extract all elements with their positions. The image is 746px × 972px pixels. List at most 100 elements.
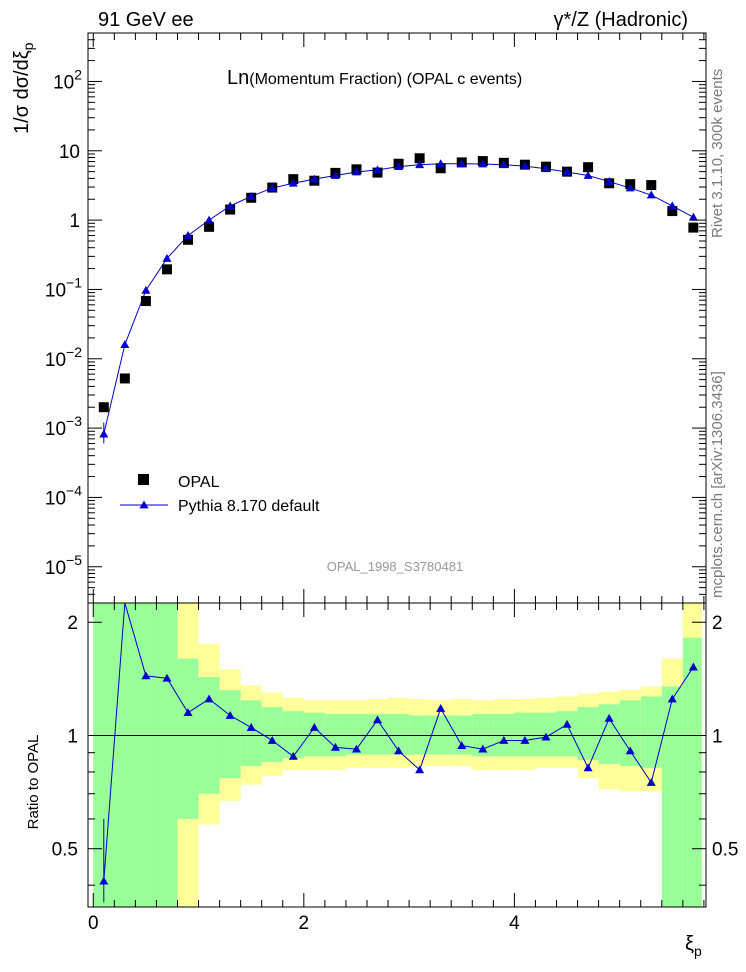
opal-point <box>688 222 699 233</box>
pythia-point <box>688 212 698 221</box>
main-ytick-exp: −1 <box>66 274 82 290</box>
legend-opal-label: OPAL <box>178 474 220 491</box>
xtick-label: 0 <box>88 913 99 934</box>
ratio-point <box>162 673 172 682</box>
header-left: 91 GeV ee <box>98 9 194 31</box>
pythia-point <box>99 429 109 438</box>
main-ytick-exp: −3 <box>66 413 82 429</box>
pythia-point <box>625 183 635 192</box>
opal-point <box>140 296 151 307</box>
ratio-point <box>541 732 551 741</box>
main-ytick-label: 102 <box>53 66 82 93</box>
ratio-series <box>99 602 698 903</box>
ratio-point <box>562 719 572 728</box>
band-green-bin <box>598 704 620 764</box>
analysis-watermark: OPAL_1998_S3780481 <box>327 559 463 574</box>
band-green-bin <box>282 711 304 759</box>
ratio-point <box>141 671 151 680</box>
ratio-point <box>415 765 425 774</box>
rivet-label: Rivet 3.1.10, 300k events <box>709 69 726 238</box>
opal-point <box>225 204 236 215</box>
main-title-main: Ln <box>227 67 249 89</box>
pythia-point <box>499 160 509 169</box>
pythia-point <box>330 171 340 179</box>
pythia-point <box>457 159 467 168</box>
main-ytick-label: 10−5 <box>45 552 82 579</box>
band-green-bin <box>388 714 410 755</box>
ratio-point <box>499 735 509 744</box>
main-ytick-base: 10 <box>45 350 66 371</box>
ratio-point <box>478 744 488 753</box>
band-green-bin <box>93 603 157 907</box>
ratio-point <box>583 763 593 772</box>
ratio-point <box>646 777 656 786</box>
main-ytick-base: 10 <box>53 72 74 93</box>
ratio-point <box>267 735 277 744</box>
main-ylabel-sub: p <box>20 42 36 50</box>
mcplots-label: mcplots.cern.ch [arXiv:1306.3436] <box>709 371 726 598</box>
legend-pythia-marker <box>139 500 149 509</box>
opal-point <box>183 234 194 245</box>
pythia-point <box>120 340 130 348</box>
pythia-point <box>288 178 298 187</box>
xlabel-text: ξ <box>685 933 694 955</box>
opal-point <box>414 153 425 164</box>
pythia-point <box>246 191 256 200</box>
ratio-point <box>246 723 256 731</box>
ratio-point <box>604 713 614 722</box>
band-green-bin <box>514 712 536 757</box>
xtick-label: 4 <box>509 913 520 934</box>
main-ytick-base: 10 <box>45 280 66 301</box>
main-ytick-exp: 2 <box>74 66 82 82</box>
band-green-bin <box>661 686 683 907</box>
ratio-ytick-label-right: 1 <box>712 726 723 747</box>
pythia-point <box>141 285 151 294</box>
main-ytick-exp: −5 <box>66 552 82 568</box>
main-title: Ln(Momentum Fraction) (OPAL c events) <box>227 67 522 89</box>
opal-point <box>98 402 109 413</box>
main-ytick-exp: −4 <box>66 482 82 498</box>
ratio-panel-frame <box>87 602 707 908</box>
ratio-point <box>204 694 214 703</box>
pythia-point <box>436 159 446 168</box>
main-ytick-label: 10−4 <box>45 482 82 509</box>
xlabel: ξp <box>685 933 702 959</box>
band-green-bin <box>556 711 578 757</box>
pythia-point <box>562 167 572 176</box>
ratio-point <box>183 708 193 717</box>
main-ytick-label: 10−2 <box>45 344 82 371</box>
legend: OPAL Pythia 8.170 default <box>120 474 320 515</box>
main-ytick-base: 10 <box>45 558 66 579</box>
pythia-point <box>162 253 172 262</box>
pythia-point <box>583 171 593 179</box>
xlabel-sub: p <box>694 943 702 959</box>
main-ytick-base: 10 <box>45 419 66 440</box>
band-green-bin <box>219 690 241 779</box>
ratio-point <box>288 751 298 760</box>
main-ytick-label: 10 <box>59 142 80 163</box>
pythia-point <box>520 161 530 170</box>
opal-point <box>667 206 678 217</box>
opal-point <box>161 264 172 275</box>
pythia-point <box>667 201 677 210</box>
main-ytick-exp: −2 <box>66 344 82 360</box>
pythia-point <box>373 165 383 174</box>
pythia-point <box>646 190 656 199</box>
opal-point <box>119 373 130 384</box>
xtick-label: 2 <box>299 913 310 934</box>
ratio-point <box>688 662 698 671</box>
main-series <box>98 153 699 444</box>
band-green-bin <box>240 700 262 766</box>
band-green-bin <box>682 637 702 907</box>
header-right: γ*/Z (Hadronic) <box>554 9 688 31</box>
pythia-point <box>541 164 551 173</box>
pythia-point <box>351 167 361 176</box>
ratio-point <box>309 723 319 731</box>
pythia-point <box>604 177 614 185</box>
pythia-point <box>415 160 425 169</box>
legend-pythia-label: Pythia 8.170 default <box>178 498 320 515</box>
ratio-point <box>436 703 446 712</box>
ratio-point <box>394 746 404 755</box>
pythia-point <box>394 162 404 171</box>
ratio-ytick-label: 2 <box>67 613 78 634</box>
